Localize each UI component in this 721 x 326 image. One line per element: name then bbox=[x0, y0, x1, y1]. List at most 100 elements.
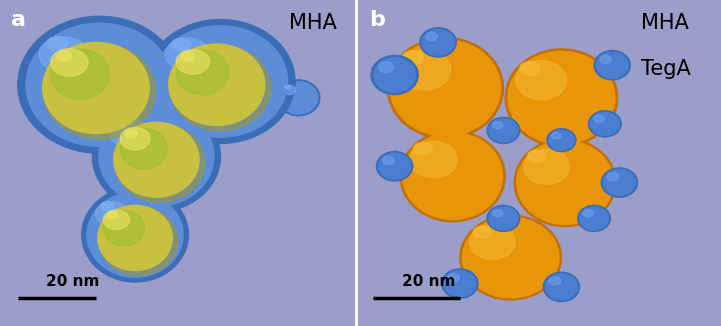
Ellipse shape bbox=[26, 23, 173, 146]
Ellipse shape bbox=[524, 149, 570, 184]
Ellipse shape bbox=[583, 210, 593, 217]
Ellipse shape bbox=[50, 49, 88, 76]
Ellipse shape bbox=[462, 217, 559, 298]
Ellipse shape bbox=[410, 141, 457, 178]
Ellipse shape bbox=[492, 122, 503, 129]
Ellipse shape bbox=[100, 201, 114, 211]
Ellipse shape bbox=[146, 20, 295, 143]
Ellipse shape bbox=[278, 80, 320, 116]
Ellipse shape bbox=[516, 61, 567, 100]
Ellipse shape bbox=[92, 101, 221, 212]
Ellipse shape bbox=[107, 211, 118, 219]
Ellipse shape bbox=[103, 210, 130, 230]
Ellipse shape bbox=[387, 37, 503, 139]
Text: 20 nm: 20 nm bbox=[46, 274, 99, 289]
Ellipse shape bbox=[98, 205, 172, 271]
Ellipse shape bbox=[448, 274, 459, 282]
Ellipse shape bbox=[594, 51, 630, 80]
Ellipse shape bbox=[50, 49, 110, 99]
Ellipse shape bbox=[376, 152, 412, 181]
Ellipse shape bbox=[578, 205, 611, 231]
Ellipse shape bbox=[469, 225, 516, 259]
Ellipse shape bbox=[170, 45, 271, 131]
Ellipse shape bbox=[283, 85, 296, 95]
Ellipse shape bbox=[547, 129, 576, 152]
Ellipse shape bbox=[103, 210, 144, 246]
Ellipse shape bbox=[285, 85, 291, 89]
Ellipse shape bbox=[596, 52, 628, 78]
Polygon shape bbox=[142, 46, 195, 72]
Ellipse shape bbox=[580, 207, 609, 230]
Ellipse shape bbox=[125, 129, 137, 138]
Ellipse shape bbox=[487, 205, 520, 231]
Ellipse shape bbox=[402, 133, 503, 219]
Ellipse shape bbox=[399, 50, 451, 90]
Ellipse shape bbox=[546, 274, 578, 300]
Ellipse shape bbox=[56, 51, 71, 62]
Ellipse shape bbox=[165, 38, 210, 70]
Ellipse shape bbox=[374, 58, 415, 92]
Ellipse shape bbox=[508, 52, 615, 144]
Ellipse shape bbox=[379, 62, 394, 73]
Text: MHA: MHA bbox=[289, 13, 337, 33]
Ellipse shape bbox=[552, 132, 561, 139]
Ellipse shape bbox=[379, 153, 410, 179]
Ellipse shape bbox=[120, 127, 150, 150]
Ellipse shape bbox=[603, 170, 635, 196]
Text: b: b bbox=[369, 10, 385, 30]
Ellipse shape bbox=[176, 50, 229, 95]
Ellipse shape bbox=[96, 201, 128, 226]
Ellipse shape bbox=[473, 226, 492, 238]
Polygon shape bbox=[128, 179, 164, 202]
Ellipse shape bbox=[400, 130, 505, 222]
Ellipse shape bbox=[114, 122, 199, 197]
Ellipse shape bbox=[43, 43, 156, 139]
Ellipse shape bbox=[442, 269, 478, 298]
Ellipse shape bbox=[414, 142, 433, 155]
Ellipse shape bbox=[544, 272, 580, 302]
Ellipse shape bbox=[423, 29, 454, 55]
Ellipse shape bbox=[517, 141, 614, 224]
Ellipse shape bbox=[109, 118, 147, 146]
Ellipse shape bbox=[426, 32, 438, 41]
Polygon shape bbox=[107, 117, 156, 150]
Ellipse shape bbox=[46, 37, 68, 51]
Ellipse shape bbox=[607, 172, 619, 181]
Ellipse shape bbox=[420, 28, 456, 57]
Ellipse shape bbox=[549, 130, 574, 150]
Ellipse shape bbox=[99, 207, 178, 275]
Ellipse shape bbox=[549, 277, 561, 285]
Text: TegA: TegA bbox=[641, 59, 691, 79]
Ellipse shape bbox=[120, 128, 167, 169]
Ellipse shape bbox=[601, 168, 637, 197]
Ellipse shape bbox=[181, 52, 195, 61]
Ellipse shape bbox=[169, 44, 265, 126]
Text: a: a bbox=[11, 10, 26, 30]
Ellipse shape bbox=[172, 38, 191, 51]
Ellipse shape bbox=[176, 50, 210, 74]
Ellipse shape bbox=[594, 115, 604, 122]
Ellipse shape bbox=[43, 42, 149, 134]
Ellipse shape bbox=[590, 112, 619, 135]
Ellipse shape bbox=[81, 187, 188, 282]
Ellipse shape bbox=[489, 207, 518, 230]
Ellipse shape bbox=[487, 117, 520, 143]
Text: MHA: MHA bbox=[641, 13, 689, 33]
Ellipse shape bbox=[87, 192, 183, 277]
Ellipse shape bbox=[588, 111, 622, 137]
Text: 20 nm: 20 nm bbox=[402, 274, 455, 289]
Ellipse shape bbox=[514, 139, 616, 227]
Ellipse shape bbox=[460, 215, 562, 300]
Ellipse shape bbox=[153, 26, 288, 137]
Ellipse shape bbox=[444, 271, 476, 297]
Ellipse shape bbox=[39, 37, 88, 72]
Ellipse shape bbox=[402, 51, 423, 65]
Ellipse shape bbox=[279, 82, 318, 114]
Ellipse shape bbox=[18, 16, 181, 153]
Ellipse shape bbox=[115, 124, 205, 202]
Ellipse shape bbox=[115, 118, 131, 129]
Ellipse shape bbox=[505, 49, 618, 147]
Ellipse shape bbox=[371, 55, 418, 95]
Ellipse shape bbox=[382, 156, 394, 165]
Ellipse shape bbox=[390, 40, 500, 136]
